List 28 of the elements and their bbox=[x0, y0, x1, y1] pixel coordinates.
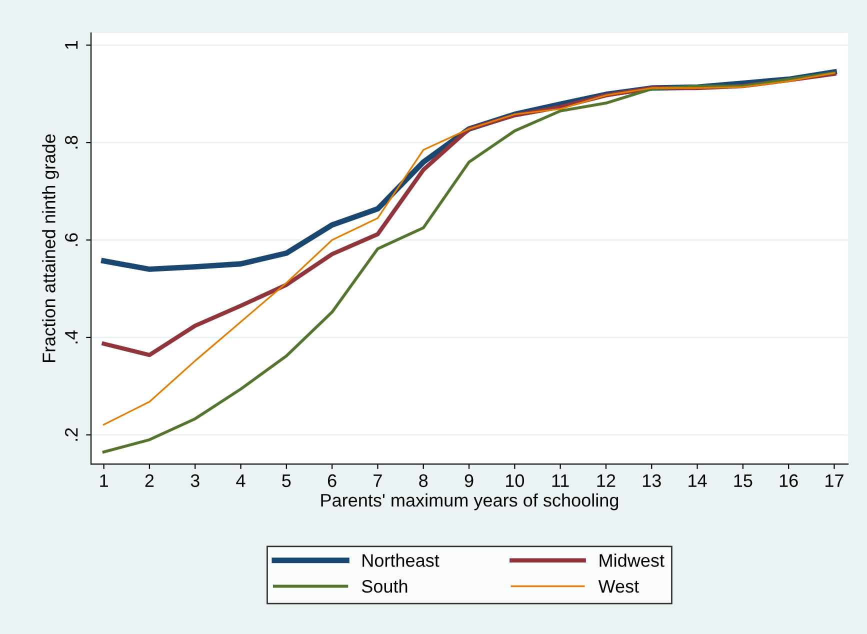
x-tick-label: 1 bbox=[100, 474, 108, 487]
x-tick-label: 5 bbox=[282, 474, 291, 488]
x-tick-label: 2 bbox=[145, 474, 154, 487]
legend-label: Midwest bbox=[600, 554, 664, 567]
x-axis-title: Parents' maximum years of schooling bbox=[321, 493, 618, 510]
x-tick-label: 15 bbox=[734, 474, 752, 488]
y-tick-label: .8 bbox=[64, 136, 78, 148]
legend-label: West bbox=[598, 580, 639, 593]
y-tick-label: .4 bbox=[65, 330, 78, 344]
x-tick-label: 6 bbox=[328, 474, 336, 488]
x-tick-label: 14 bbox=[688, 474, 707, 487]
x-tick-label: 11 bbox=[552, 474, 569, 487]
x-tick-label: 7 bbox=[374, 474, 382, 487]
x-tick-label: 10 bbox=[506, 474, 524, 488]
x-tick-label: 3 bbox=[190, 474, 200, 488]
y-tick-label: .2 bbox=[64, 428, 78, 441]
x-tick-label: 16 bbox=[780, 474, 798, 488]
x-tick-label: 9 bbox=[464, 474, 474, 488]
x-tick-label: 17 bbox=[826, 474, 844, 487]
legend-label: South bbox=[362, 579, 408, 593]
legend-label: Northeast bbox=[362, 554, 440, 567]
x-tick-label: 13 bbox=[642, 474, 661, 488]
y-axis-title: Fraction attained ninth grade bbox=[42, 134, 59, 362]
y-tick-label: .6 bbox=[64, 233, 78, 246]
x-tick-label: 8 bbox=[419, 474, 428, 488]
x-tick-label: 12 bbox=[597, 474, 616, 487]
x-tick-label: 4 bbox=[236, 474, 246, 487]
y-tick-label: 1 bbox=[65, 41, 78, 49]
